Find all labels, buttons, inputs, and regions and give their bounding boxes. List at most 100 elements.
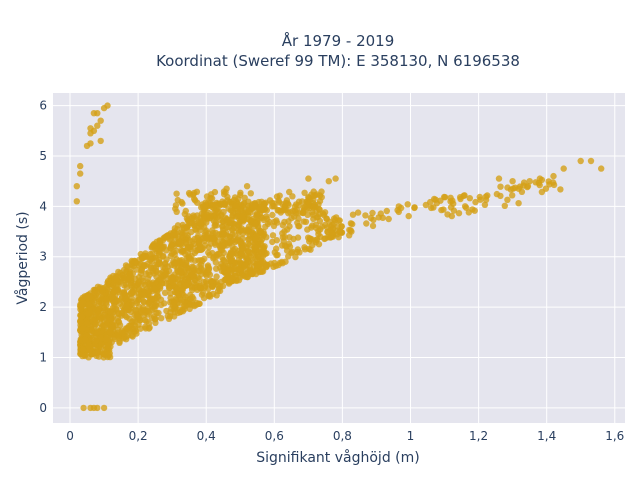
data-point bbox=[281, 218, 288, 226]
data-point bbox=[465, 209, 472, 216]
data-point bbox=[148, 295, 155, 302]
data-point bbox=[271, 259, 278, 267]
data-point bbox=[94, 328, 101, 336]
data-point bbox=[296, 249, 303, 256]
y-tick-label: 1 bbox=[39, 351, 47, 365]
data-point bbox=[168, 241, 175, 248]
data-point bbox=[269, 238, 276, 246]
data-point bbox=[95, 311, 102, 318]
data-point bbox=[84, 310, 92, 317]
data-point bbox=[258, 205, 265, 212]
data-point bbox=[211, 201, 219, 209]
data-point bbox=[132, 327, 139, 335]
data-point bbox=[301, 189, 308, 196]
data-point bbox=[156, 237, 163, 245]
data-point bbox=[289, 193, 296, 200]
data-point bbox=[163, 234, 171, 241]
data-point bbox=[466, 195, 473, 202]
data-point bbox=[282, 199, 290, 207]
data-point bbox=[94, 404, 101, 412]
data-point bbox=[427, 198, 434, 206]
data-point bbox=[186, 191, 194, 198]
data-point bbox=[273, 193, 281, 200]
data-point bbox=[549, 179, 557, 186]
data-point bbox=[191, 257, 199, 264]
data-point bbox=[140, 261, 147, 269]
data-point bbox=[213, 273, 220, 280]
data-point bbox=[120, 289, 128, 296]
data-point bbox=[148, 315, 155, 322]
data-point bbox=[250, 204, 257, 212]
data-point bbox=[213, 292, 220, 299]
data-point bbox=[394, 207, 401, 214]
data-point bbox=[188, 219, 195, 227]
data-point bbox=[520, 182, 527, 189]
data-point bbox=[231, 194, 239, 201]
data-point bbox=[113, 274, 120, 281]
data-point bbox=[115, 268, 122, 276]
data-point bbox=[175, 276, 182, 283]
data-point bbox=[203, 272, 210, 279]
x-tick-label: 1,6 bbox=[605, 429, 624, 443]
data-point bbox=[538, 188, 546, 196]
data-point bbox=[304, 211, 311, 218]
data-points bbox=[73, 102, 605, 412]
data-point bbox=[536, 175, 544, 182]
data-point bbox=[200, 294, 208, 302]
data-point bbox=[262, 223, 269, 230]
data-point bbox=[145, 320, 153, 327]
data-point bbox=[263, 263, 270, 271]
data-point bbox=[173, 255, 180, 263]
data-point bbox=[280, 206, 288, 213]
data-point bbox=[304, 226, 311, 233]
data-point bbox=[271, 249, 278, 256]
data-point bbox=[178, 198, 185, 206]
data-point bbox=[237, 238, 244, 245]
data-point bbox=[246, 241, 253, 249]
data-point bbox=[223, 185, 230, 192]
data-point bbox=[245, 223, 253, 230]
data-point bbox=[217, 212, 225, 220]
data-point bbox=[184, 232, 191, 239]
data-point bbox=[180, 247, 187, 255]
data-point bbox=[90, 110, 98, 117]
data-point bbox=[257, 227, 264, 234]
data-point bbox=[157, 275, 164, 282]
y-tick-label: 6 bbox=[39, 99, 47, 113]
data-point bbox=[128, 322, 135, 329]
data-point bbox=[145, 287, 152, 294]
data-point bbox=[113, 286, 120, 294]
data-point bbox=[165, 315, 173, 322]
data-point bbox=[213, 222, 220, 229]
chart-title-line1: År 1979 - 2019 bbox=[282, 31, 395, 50]
data-point bbox=[106, 350, 113, 357]
y-tick-label: 2 bbox=[39, 300, 47, 314]
data-point bbox=[140, 277, 147, 285]
data-point bbox=[157, 270, 164, 277]
data-point bbox=[116, 339, 123, 346]
data-point bbox=[95, 300, 103, 307]
data-point bbox=[369, 222, 377, 230]
data-point bbox=[385, 215, 392, 223]
data-point bbox=[216, 287, 224, 295]
data-point bbox=[455, 210, 463, 217]
data-point bbox=[200, 211, 208, 218]
data-point bbox=[493, 190, 501, 198]
data-point bbox=[114, 315, 122, 322]
data-point bbox=[311, 201, 318, 209]
data-point bbox=[79, 294, 86, 302]
data-point bbox=[128, 257, 135, 265]
x-tick-label: 0,8 bbox=[333, 429, 352, 443]
data-point bbox=[369, 209, 376, 217]
x-tick-label: 1,4 bbox=[537, 429, 556, 443]
data-point bbox=[195, 267, 202, 275]
data-point bbox=[92, 337, 100, 344]
data-point bbox=[354, 209, 362, 216]
data-point bbox=[104, 102, 111, 109]
data-point bbox=[252, 236, 259, 243]
data-point bbox=[440, 206, 447, 213]
data-point bbox=[163, 256, 170, 263]
data-point bbox=[449, 197, 456, 204]
data-point bbox=[147, 263, 154, 270]
data-point bbox=[129, 333, 136, 340]
